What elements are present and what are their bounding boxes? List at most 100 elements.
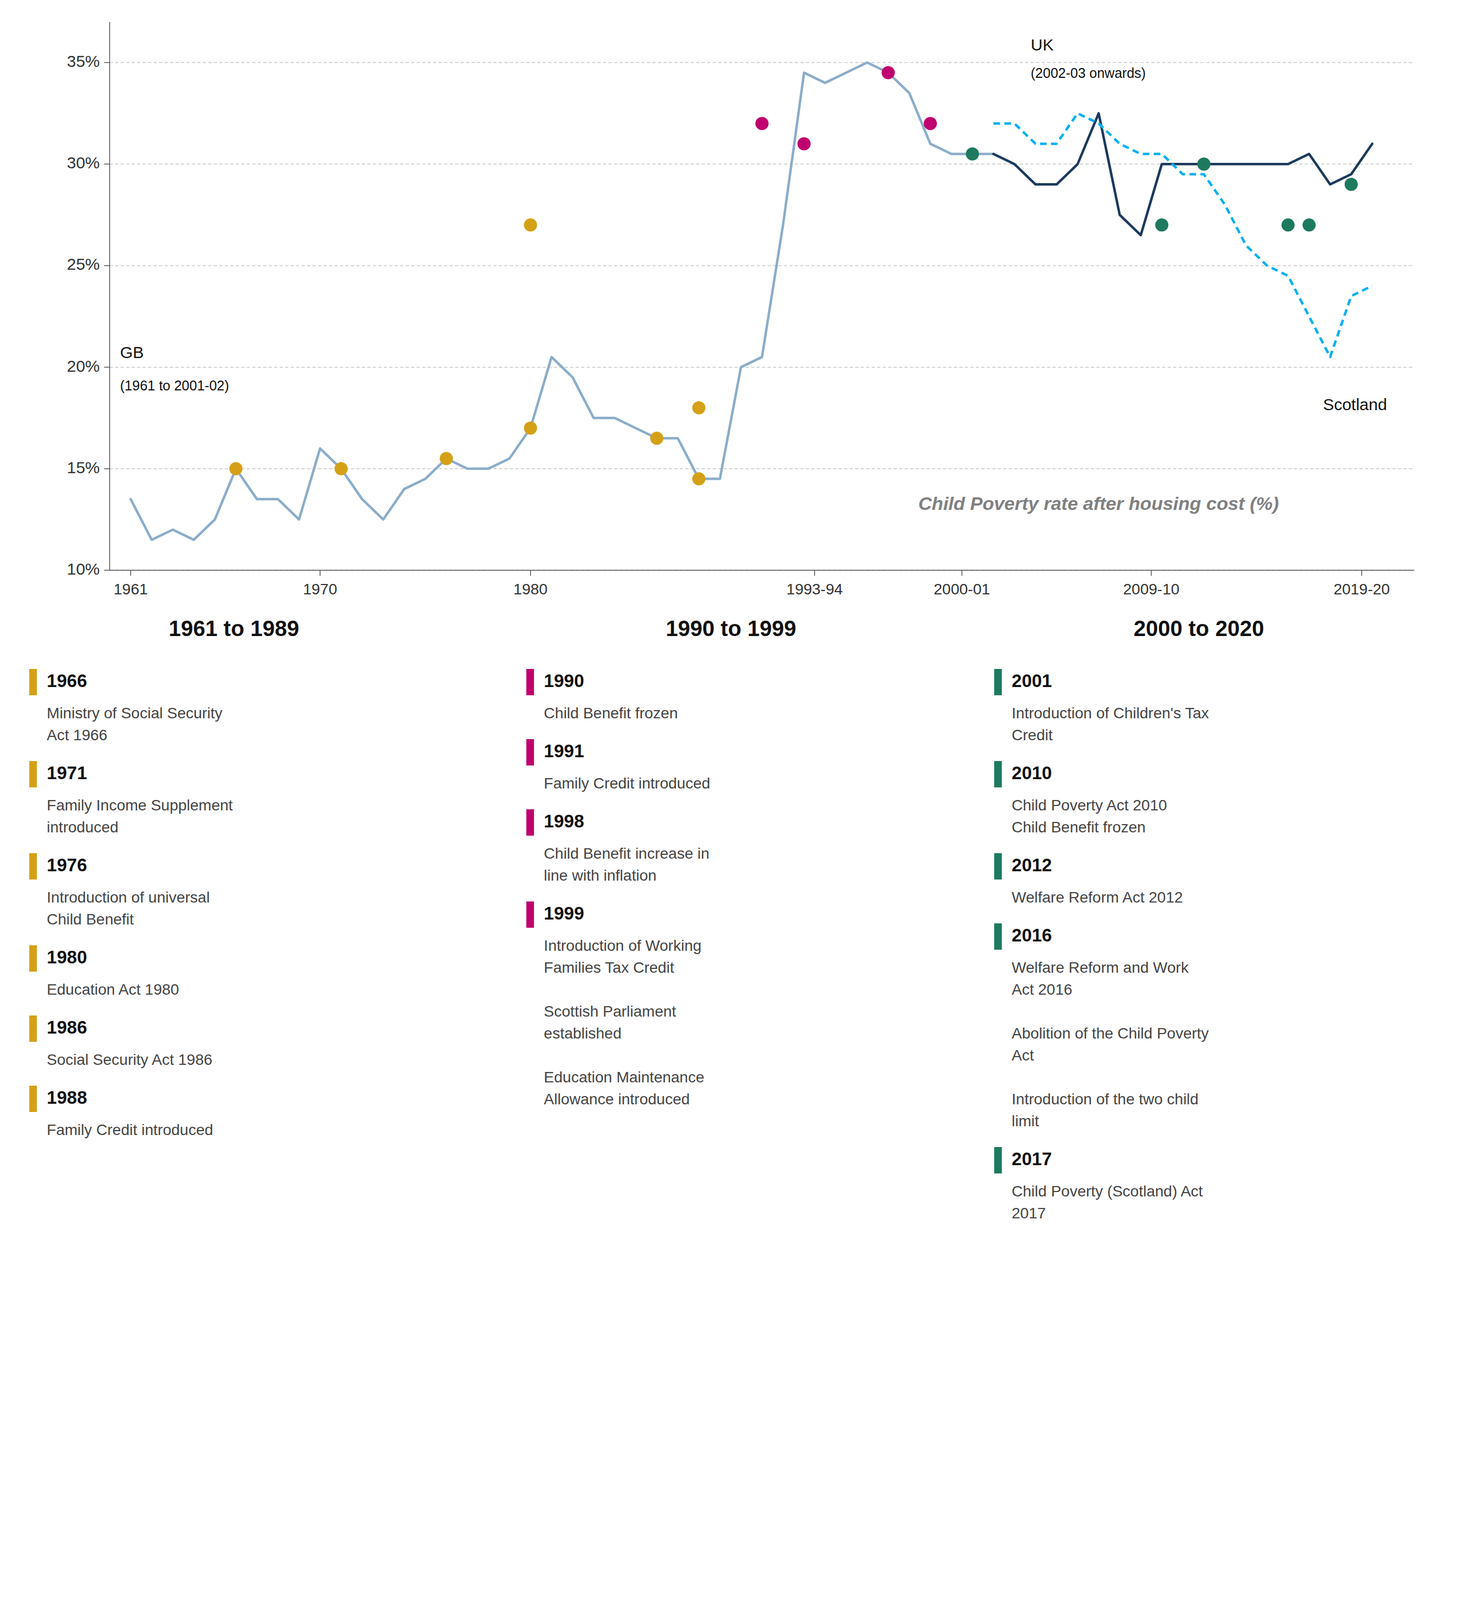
timeline-text-line: Allowance introduced [543,1090,690,1108]
timeline-text-line: Social Security Act 1986 [46,1050,213,1068]
timeline-text: Family Credit introduced [543,774,710,792]
timeline-text-line [543,1046,549,1064]
timeline-text-line: Family Credit introduced [543,774,710,792]
timeline-text: Welfare Reform and Work Act 2016 Abolitio… [1011,958,1210,1130]
timeline-text-line: established [543,1024,622,1042]
y-tick-label: 25% [66,254,100,273]
timeline-year: 1988 [46,1087,87,1108]
timeline-year: 1980 [46,946,87,967]
series-label: Scotland [1322,395,1387,414]
annotation: (2002-03 onwards) [1030,65,1146,81]
timeline-text-line: Act [1011,1046,1035,1064]
marks [130,62,1373,540]
timeline-bar [526,738,534,766]
series-line [993,113,1373,357]
grid-line [109,569,1415,571]
timeline-text-line: introduced [46,818,119,836]
y-tick [104,61,110,64]
x-tick-label: 1993-94 [786,580,844,598]
timeline-text-line: Scottish Parliament [543,1002,676,1020]
grid-line [109,468,1415,470]
x-tick-label: 1961 [113,580,148,598]
timeline-year: 1991 [543,740,584,761]
timeline-year: 2016 [1011,924,1052,946]
event-dot [797,137,811,151]
series-label: UK [1030,35,1054,54]
timeline-year: 2001 [1011,670,1052,691]
timeline-text-line: Introduction of the two child [1011,1090,1199,1108]
timeline-text: Introduction of Working Families Tax Cred… [543,936,705,1108]
event-dot [965,147,980,161]
timeline-text-line [1011,1068,1017,1086]
series-line [130,62,994,540]
y-axis-line [109,21,111,571]
timeline-year: 1986 [46,1016,87,1038]
timeline-text-line: Child Benefit increase in [543,844,710,862]
timeline-text-line: Act 1966 [46,726,108,744]
timeline-text-line: Family Income Supplement [46,796,233,814]
timeline-text-line: Families Tax Credit [543,958,675,976]
timeline-title: 2000 to 2020 [1133,616,1265,641]
event-dot [1302,218,1316,232]
timeline-year: 1999 [543,902,584,924]
event-dot [524,218,538,232]
timeline-text-line: Introduction of Children's Tax [1011,704,1210,722]
timeline-title: 1990 to 1999 [666,616,797,641]
figure: 10%15%20%25%30%35%1961197019801993-94200… [0,0,1462,1600]
x-tick [1150,570,1152,576]
timeline-text: Child Benefit increase inline with infla… [543,844,710,884]
timeline-text-line: Child Poverty Act 2010 [1011,796,1168,814]
timeline-text-line: Child Benefit [46,910,134,928]
timeline-text: Child Benefit frozen [543,704,678,722]
timeline-bar [29,852,37,880]
timeline-text-line: Act 2016 [1011,980,1073,998]
y-tick-label: 30% [66,153,100,172]
timeline-bar [994,1146,1003,1174]
x-tick-label: 2000-01 [933,580,991,598]
y-tick-label: 15% [66,458,100,477]
timeline-bar [994,760,1003,788]
timeline-column: 2000 to 2020 2001 Introduction of Children… [994,616,1265,1222]
timeline-text-line: Introduction of Working [543,936,702,954]
timeline-column: 1961 to 19891966Ministry of Social Secur… [29,616,299,1139]
event-dot [439,451,453,465]
x-tick [961,570,963,576]
grid-line [109,61,1415,64]
timeline-text-line: Welfare Reform and Work [1011,958,1190,976]
x-tick-label: 2009-10 [1123,580,1180,598]
event-dot [1281,218,1295,232]
timeline-text-line: Child Poverty (Scotland) Act [1011,1182,1204,1200]
timeline-year: 1998 [543,810,584,832]
event-dot [692,401,706,415]
timeline-text-line: Ministry of Social Security [46,704,223,722]
event-dot [881,66,895,80]
x-tick [814,570,816,576]
timeline-bar [994,852,1003,880]
event-dot [229,462,243,476]
y-tick [104,468,110,470]
timeline-text-line [1011,1002,1017,1020]
timeline-year: 2012 [1011,854,1052,875]
y-tick [104,366,110,368]
timeline-column: 1990 to 1999 1990 Child Benefit frozen 1991… [526,616,796,1108]
y-tick-label: 10% [66,559,100,578]
timeline-bar [994,668,1003,696]
event-dot [1197,157,1211,171]
x-tick-label: 1970 [303,580,338,598]
y-tick-label: 35% [66,52,100,71]
timeline-text-line: Child Benefit frozen [1011,818,1146,836]
timeline-text: Child Poverty Act 2010 Child Benefit froz… [1011,796,1168,836]
event-dot [1155,218,1169,232]
x-axis-line [109,569,1415,571]
timeline-year: 1976 [46,854,87,875]
y-tick [104,569,110,571]
timeline-text: Family Income Supplement introduced [46,796,233,836]
timeline-text: Family Credit introduced [46,1121,213,1139]
timeline-text-line: Abolition of the Child Poverty [1011,1024,1210,1042]
event-dot [1344,177,1358,191]
timeline-year: 1990 [543,670,584,691]
annotation: Child Poverty rate after housing cost (%… [918,492,1279,514]
timeline-title: 1961 to 1989 [168,616,300,641]
timeline-bar [29,1085,37,1112]
timeline-text-line: Education Maintenance [543,1068,705,1086]
